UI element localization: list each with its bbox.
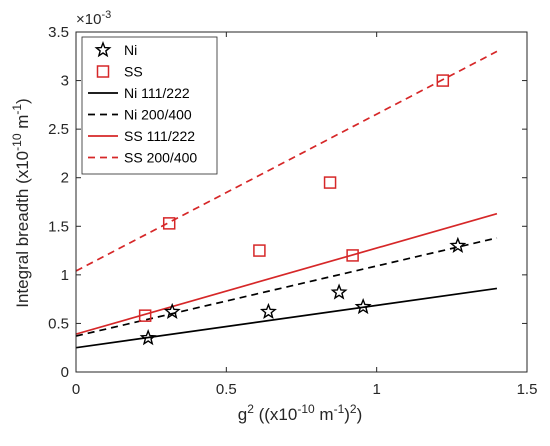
y-tick-label: 3.5 xyxy=(48,24,69,41)
legend-marker-ni xyxy=(94,41,112,58)
legend-marker-ss xyxy=(96,65,110,78)
ss-point xyxy=(162,217,176,230)
ss-point xyxy=(323,176,337,189)
tick-labels: 0 0.5 1 1.5 0 0.5 1 1.5 2 2.5 3 3.5 xyxy=(48,24,537,398)
y-tick-label: 0.5 xyxy=(48,315,69,332)
ni-point xyxy=(163,302,181,320)
legend-box xyxy=(81,36,218,175)
ni-point xyxy=(330,283,348,300)
y-multiplier-exp: -3 xyxy=(101,9,111,21)
y-tick-label: 1.5 xyxy=(48,218,69,235)
fit-line-ss-111-222 xyxy=(76,212,498,335)
x-tick-label: 0 xyxy=(72,381,80,398)
y-tick-label: 3 xyxy=(61,73,69,90)
ni-point xyxy=(259,302,277,320)
y-tick-label: 1 xyxy=(61,267,69,284)
x-tick-label: 1.5 xyxy=(517,381,538,398)
y-tick-label: 2 xyxy=(61,170,69,187)
x-tick-label: 1 xyxy=(372,381,380,398)
ni-point xyxy=(139,329,157,346)
y-tick-label: 2.5 xyxy=(48,121,69,138)
ni-point xyxy=(354,297,372,315)
ss-point xyxy=(346,249,359,262)
y-axis-label: Integral breadth (x10-10 m-1) xyxy=(10,98,32,307)
plot-frame xyxy=(75,31,528,373)
ss-point xyxy=(138,309,152,322)
y-multiplier-base: ×10 xyxy=(76,11,101,28)
ni-point xyxy=(449,236,467,253)
fit-line-ni-200-400 xyxy=(76,237,498,337)
y-multiplier: ×10-3 xyxy=(76,9,111,28)
legend-label-ni: Ni xyxy=(124,42,137,58)
x-axis-label: g2 ((x10-10 m-1)2) xyxy=(238,402,363,424)
ss-point xyxy=(436,74,450,87)
legend-label-ss: SS xyxy=(124,64,143,80)
ss-point xyxy=(253,244,266,257)
x-tick-label: 0.5 xyxy=(216,381,237,398)
legend: Ni SS Ni 111/222 Ni 200/400 SS 111/222 SS 200… xyxy=(81,36,218,175)
fit-lines xyxy=(76,50,498,349)
fit-line-ni-111-222 xyxy=(76,287,498,349)
legend-label-ss-200-400: SS 200/400 xyxy=(124,150,197,166)
axis-ticks xyxy=(75,31,528,373)
legend-label-ss-111-222: SS 111/222 xyxy=(124,128,195,144)
legend-label-ni-200-400: Ni 200/400 xyxy=(124,107,192,123)
legend-label-ni-111-222: Ni 111/222 xyxy=(124,85,190,101)
data-points xyxy=(138,74,467,346)
y-tick-label: 0 xyxy=(61,364,69,381)
